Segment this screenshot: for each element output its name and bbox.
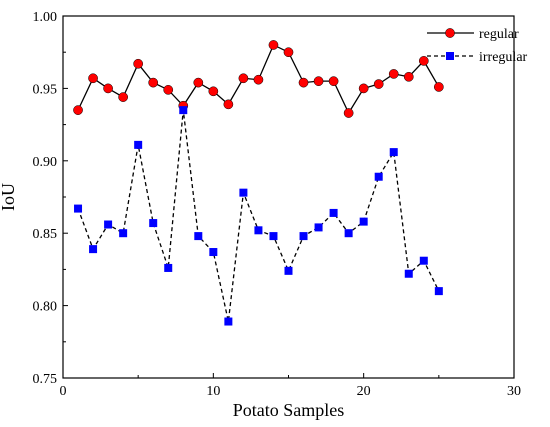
data-point-irregular (209, 248, 218, 257)
data-point-irregular (104, 220, 113, 229)
data-point-regular (73, 105, 83, 115)
data-point-regular (163, 84, 174, 95)
data-point-regular (208, 86, 219, 97)
data-point-irregular (434, 287, 443, 296)
data-point-regular (328, 76, 339, 87)
legend: regular irregular (427, 27, 528, 65)
data-point-irregular (359, 217, 368, 226)
series-line-irregular (77, 110, 440, 322)
data-point-irregular (314, 223, 323, 232)
x-tick-label: 30 (507, 384, 521, 399)
data-point-regular (88, 73, 98, 84)
x-axis: 0 10 20 30 (60, 373, 521, 399)
data-point-irregular (404, 269, 413, 278)
x-tick-label: 20 (357, 384, 371, 399)
data-point-irregular (284, 266, 293, 275)
data-point-irregular (389, 148, 398, 157)
data-point-irregular (374, 172, 383, 181)
legend-marker-regular (445, 28, 455, 38)
data-point-irregular (164, 263, 173, 272)
data-point-irregular (224, 317, 233, 326)
data-point-regular (298, 77, 309, 88)
data-point-irregular (329, 208, 338, 217)
data-point-irregular (119, 229, 128, 238)
data-point-irregular (74, 204, 83, 213)
data-point-regular (358, 83, 369, 94)
legend-label-irregular: irregular (479, 50, 528, 65)
legend-marker-irregular (446, 52, 454, 60)
data-point-regular (268, 40, 279, 50)
x-tick-label: 10 (206, 384, 220, 399)
y-axis: 0.75 0.80 0.85 0.90 0.95 1.00 (33, 10, 68, 387)
data-point-regular (433, 82, 444, 92)
y-tick-label: 0.90 (33, 155, 58, 170)
series-layer (73, 40, 444, 326)
data-point-irregular (344, 229, 353, 238)
y-tick-label: 0.85 (33, 227, 58, 242)
data-point-regular (223, 99, 234, 110)
y-tick-label: 0.95 (33, 82, 58, 97)
y-tick-label: 1.00 (33, 10, 58, 25)
data-point-regular (313, 76, 324, 87)
data-point-regular (238, 73, 249, 84)
data-point-regular (103, 83, 113, 94)
data-point-regular (193, 77, 204, 88)
data-point-regular (253, 74, 264, 85)
data-point-regular (403, 71, 414, 82)
y-axis-title: IoU (0, 183, 18, 211)
x-axis-title: Potato Samples (233, 400, 345, 420)
data-point-irregular (419, 256, 428, 265)
data-point-irregular (134, 140, 143, 149)
data-point-regular (418, 56, 429, 66)
y-tick-label: 0.80 (33, 300, 58, 315)
data-point-regular (148, 77, 159, 88)
data-point-regular (343, 108, 354, 118)
data-point-regular (388, 69, 399, 79)
data-point-regular (283, 47, 294, 58)
data-point-irregular (239, 188, 248, 197)
data-point-irregular (149, 219, 158, 228)
data-point-irregular (299, 232, 308, 241)
data-point-irregular (269, 232, 278, 241)
x-tick-label: 0 (60, 384, 67, 399)
data-point-irregular (254, 226, 263, 235)
plot-frame (62, 15, 515, 379)
legend-label-regular: regular (479, 27, 519, 42)
data-point-regular (133, 58, 144, 69)
data-point-irregular (179, 106, 188, 115)
y-tick-label: 0.75 (33, 372, 58, 387)
data-point-irregular (89, 245, 98, 254)
data-point-irregular (194, 232, 203, 241)
data-point-regular (118, 92, 128, 102)
data-point-regular (373, 79, 384, 89)
